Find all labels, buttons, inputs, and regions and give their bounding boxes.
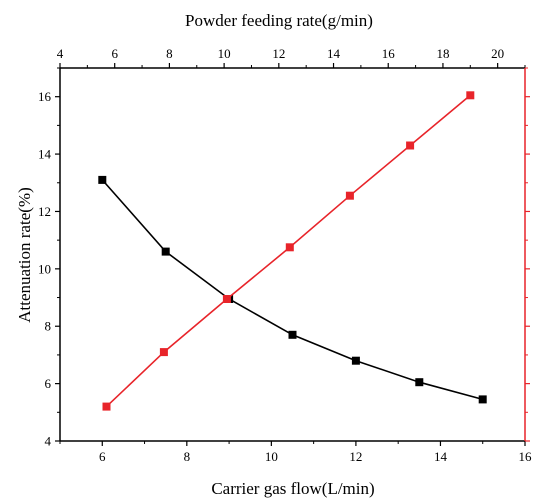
series-2-point xyxy=(222,295,231,303)
left-tick-label: 14 xyxy=(38,147,52,162)
bottom-tick-label: 6 xyxy=(99,449,106,464)
left-tick-label: 12 xyxy=(38,204,51,219)
series-1-point xyxy=(478,395,487,404)
left-axis-title: Attenuation rate(%) xyxy=(15,187,34,322)
bottom-tick-label: 10 xyxy=(265,449,278,464)
left-tick-label: 8 xyxy=(45,319,52,334)
top-tick-label: 12 xyxy=(272,46,285,61)
top-tick-label: 14 xyxy=(327,46,341,61)
bottom-tick-label: 16 xyxy=(519,449,533,464)
series-2-point xyxy=(345,191,354,200)
series-layer xyxy=(98,91,487,411)
top-tick-label: 10 xyxy=(218,46,231,61)
bottom-tick-label: 8 xyxy=(184,449,191,464)
left-tick-label: 4 xyxy=(45,434,52,449)
bottom-tick-label: 12 xyxy=(349,449,362,464)
left-tick-label: 10 xyxy=(38,261,51,276)
series-1-point xyxy=(98,175,107,184)
series-1-point xyxy=(415,378,424,387)
top-tick-label: 4 xyxy=(57,46,64,61)
series-1-point xyxy=(288,330,297,339)
series-2-point xyxy=(285,243,294,252)
top-axis-title: Powder feeding rate(g/min) xyxy=(185,11,373,30)
axis-ticks: 6 8 10 12 14 16 4 6 8 10 12 14 16 18 20 4 6 8 10 12 14 16 xyxy=(38,46,532,464)
left-tick-label: 6 xyxy=(45,376,52,391)
bottom-axis-title: Carrier gas flow(L/min) xyxy=(211,479,374,498)
top-tick-label: 16 xyxy=(382,46,396,61)
series-2-point xyxy=(466,91,475,100)
bottom-tick-label: 14 xyxy=(434,449,448,464)
series-1-point xyxy=(161,247,170,256)
top-tick-label: 8 xyxy=(166,46,173,61)
top-tick-label: 6 xyxy=(111,46,118,61)
series-2-point xyxy=(159,348,168,357)
series-1-line xyxy=(101,179,483,401)
series-2-point xyxy=(102,402,111,411)
top-tick-label: 18 xyxy=(436,46,449,61)
top-tick-label: 20 xyxy=(491,46,504,61)
series-2-point xyxy=(406,141,415,150)
axis-labels: Powder feeding rate(g/min) Carrier gas f… xyxy=(15,11,375,498)
plot-frame xyxy=(59,67,526,442)
left-tick-label: 16 xyxy=(38,89,52,104)
series-1-point xyxy=(351,356,360,365)
